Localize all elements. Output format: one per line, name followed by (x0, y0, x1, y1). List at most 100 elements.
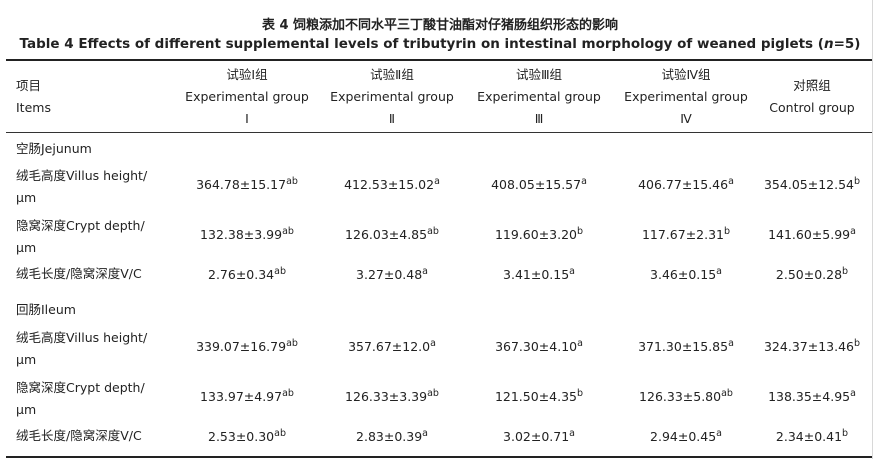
row-label-line1: 绒毛长度/隐窝深度V/C (16, 428, 142, 443)
cell-value: 119.60±3.20 (494, 227, 577, 242)
cell-superscript: ab (274, 266, 286, 277)
cell-value: 126.33±3.39 (345, 389, 428, 404)
row-label-unit: μm (16, 190, 37, 205)
page-edge-line (872, 0, 873, 459)
header-group-4: 试验Ⅳ组 Experimental group Ⅳ (611, 64, 761, 130)
row-label-unit: μm (16, 402, 37, 417)
bottom-rule (6, 456, 872, 458)
header-items-en: Items (16, 100, 51, 115)
cell-superscript: b (724, 226, 731, 237)
table-cell: 3.46±0.15a (611, 267, 761, 282)
cell-superscript: a (581, 176, 587, 187)
table-cell: 119.60±3.20b (464, 227, 614, 242)
cell-superscript: b (842, 266, 849, 277)
cell-superscript: a (569, 266, 575, 277)
header-cn: 试验Ⅱ组 (370, 67, 414, 82)
header-items: 项目 Items (16, 75, 51, 119)
table-cell: 132.38±3.99ab (172, 227, 322, 242)
row-label-unit: μm (16, 352, 37, 367)
header-rule (6, 132, 872, 133)
row-label: 隐窝深度Crypt depth/μm (16, 377, 145, 421)
row-label: 绒毛高度Villus height/μm (16, 165, 147, 209)
cell-value: 2.83±0.39 (356, 429, 423, 444)
table-cell: 412.53±15.02a (317, 177, 467, 192)
table-cell: 371.30±15.85a (611, 339, 761, 354)
cell-superscript: a (728, 176, 734, 187)
row-label-line1: 隐窝深度Crypt depth/ (16, 218, 145, 233)
row-label: 隐窝深度Crypt depth/μm (16, 215, 145, 259)
cell-value: 357.67±12.0 (348, 339, 431, 354)
cell-superscript: a (716, 266, 722, 277)
table-cell: 126.03±4.85ab (317, 227, 467, 242)
cell-value: 354.05±12.54 (763, 177, 854, 192)
cell-superscript: ab (721, 388, 733, 399)
cell-value: 3.02±0.71 (503, 429, 570, 444)
cell-superscript: b (577, 388, 584, 399)
table-cell: 2.53±0.30ab (172, 429, 322, 444)
cell-value: 2.94±0.45 (650, 429, 717, 444)
header-en: Experimental group (624, 89, 748, 104)
header-group-3: 试验Ⅲ组 Experimental group Ⅲ (464, 64, 614, 130)
cell-value: 2.53±0.30 (208, 429, 275, 444)
header-en: Control group (769, 100, 855, 115)
cell-superscript: b (842, 428, 849, 439)
table-cell: 324.37±13.46b (737, 339, 880, 354)
cell-value: 3.46±0.15 (650, 267, 717, 282)
cell-value: 371.30±15.85 (638, 339, 729, 354)
table-title-en: Table 4 Effects of different supplementa… (19, 36, 861, 52)
table-cell: 406.77±15.46a (611, 177, 761, 192)
header-en: Experimental group (330, 89, 454, 104)
table-cell: 2.50±0.28b (737, 267, 880, 282)
section-heading: 回肠Ileum (16, 302, 76, 317)
header-cn: 试验Ⅲ组 (515, 67, 563, 82)
table-cell: 2.83±0.39a (317, 429, 467, 444)
table-cell: 117.67±2.31b (611, 227, 761, 242)
table-cell: 408.05±15.57a (464, 177, 614, 192)
header-cn: 试验Ⅳ组 (661, 67, 711, 82)
cell-value: 339.07±16.79 (196, 339, 287, 354)
cell-superscript: a (716, 428, 722, 439)
table-cell: 2.94±0.45a (611, 429, 761, 444)
n-italic: n (823, 36, 834, 52)
cell-superscript: ab (286, 176, 298, 187)
header-cn: 对照组 (793, 78, 831, 93)
cell-value: 117.67±2.31 (641, 227, 724, 242)
cell-superscript: b (853, 338, 861, 349)
cell-value: 3.41±0.15 (503, 267, 570, 282)
table-cell: 364.78±15.17ab (172, 177, 322, 192)
cell-value: 367.30±4.10 (495, 339, 578, 354)
header-cn: 试验Ⅰ组 (226, 67, 268, 82)
header-en: Experimental group (185, 89, 309, 104)
row-label: 绒毛长度/隐窝深度V/C (16, 263, 142, 285)
header-roman: Ⅱ (388, 111, 396, 126)
cell-superscript: ab (274, 428, 286, 439)
header-roman: Ⅰ (245, 111, 249, 126)
table-cell: 3.02±0.71a (464, 429, 614, 444)
table-cell: 2.34±0.41b (737, 429, 880, 444)
cell-superscript: a (850, 226, 856, 237)
header-group-1: 试验Ⅰ组 Experimental group Ⅰ (172, 64, 322, 130)
row-label-line1: 绒毛高度Villus height/ (16, 168, 148, 183)
row-label-line1: 绒毛高度Villus height/ (16, 330, 148, 345)
cell-value: 126.03±4.85 (345, 227, 428, 242)
cell-superscript: a (430, 338, 436, 349)
cell-value: 408.05±15.57 (491, 177, 582, 192)
table-cell: 357.67±12.0a (317, 339, 467, 354)
cell-superscript: b (853, 176, 861, 187)
row-label: 绒毛高度Villus height/μm (16, 327, 147, 371)
table-title-cn: 表 4 饲粮添加不同水平三丁酸甘油酯对仔猪肠组织形态的影响 (261, 18, 619, 33)
row-label-line1: 隐窝深度Crypt depth/ (16, 380, 145, 395)
header-items-cn: 项目 (16, 78, 42, 93)
cell-superscript: a (422, 266, 428, 277)
cell-value: 2.50±0.28 (775, 267, 843, 282)
header-roman: Ⅲ (534, 111, 544, 126)
cell-superscript: a (569, 428, 575, 439)
cell-superscript: ab (427, 388, 439, 399)
table-cell: 141.60±5.99a (737, 227, 880, 242)
cell-value: 133.97±4.97 (200, 389, 283, 404)
row-label-line1: 绒毛长度/隐窝深度V/C (16, 266, 142, 281)
cell-superscript: a (577, 338, 583, 349)
table-cell: 339.07±16.79ab (172, 339, 322, 354)
header-group-2: 试验Ⅱ组 Experimental group Ⅱ (317, 64, 467, 130)
table-cell: 354.05±12.54b (737, 177, 880, 192)
